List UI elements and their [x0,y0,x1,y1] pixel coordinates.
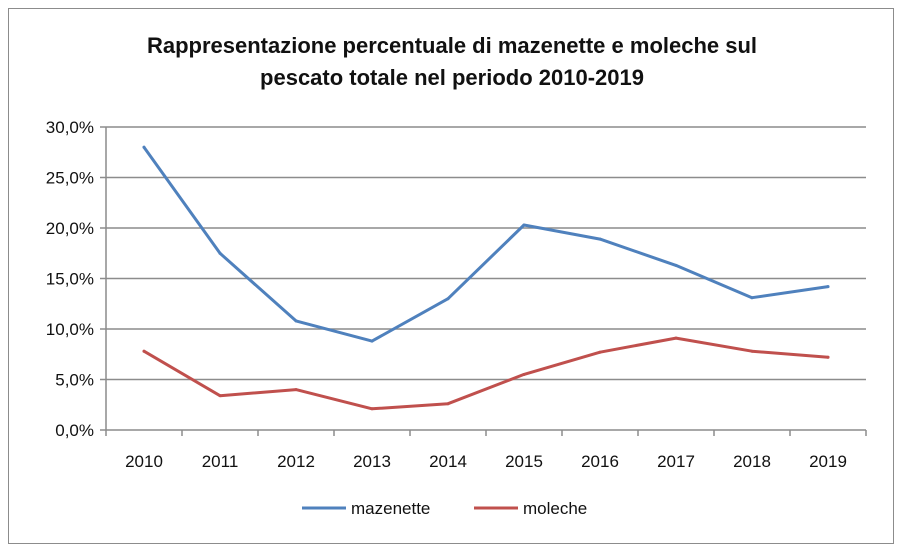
data-point-moleche [370,407,374,411]
data-point-moleche [826,355,830,359]
x-tick-labels: 2010 2011 2012 2013 2014 2015 2016 2017 2018 2019 [125,452,847,471]
data-point-mazenette [294,319,298,323]
x-tick-label: 2014 [429,452,467,471]
data-point-mazenette [218,251,222,255]
data-point-moleche [522,372,526,376]
y-tick-label: 30,0% [46,118,94,137]
data-point-mazenette [370,339,374,343]
data-point-moleche [750,349,754,353]
chart-frame [8,8,894,544]
data-point-mazenette [598,237,602,241]
data-point-moleche [142,349,146,353]
series-line-moleche [142,336,830,411]
legend-label-moleche: moleche [523,499,587,518]
y-tick-label: 5,0% [55,371,94,390]
x-tick-label: 2015 [505,452,543,471]
data-point-mazenette [142,145,146,149]
data-point-moleche [598,350,602,354]
series-line-mazenette [142,145,830,343]
x-tick-label: 2017 [657,452,695,471]
data-point-mazenette [522,223,526,227]
x-tick-label: 2018 [733,452,771,471]
x-tick-label: 2019 [809,452,847,471]
data-point-mazenette [674,263,678,267]
y-tick-labels: 0,0% 5,0% 10,0% 15,0% 20,0% 25,0% 30,0% [46,118,94,440]
legend: mazenette moleche [302,499,587,518]
x-tick-label: 2013 [353,452,391,471]
chart-title-line-2: pescato totale nel periodo 2010-2019 [260,65,644,90]
data-point-mazenette [826,285,830,289]
gridlines [106,126,866,381]
data-point-mazenette [750,296,754,300]
y-tick-label: 15,0% [46,270,94,289]
data-point-moleche [294,388,298,392]
chart-title: Rappresentazione percentuale di mazenett… [0,30,904,94]
y-tick-label: 0,0% [55,421,94,440]
y-tick-label: 20,0% [46,219,94,238]
x-tick-label: 2012 [277,452,315,471]
axes [100,126,867,436]
chart-title-line-1: Rappresentazione percentuale di mazenett… [146,33,758,58]
x-tick-label: 2011 [202,452,239,471]
y-tick-label: 25,0% [46,169,94,188]
data-point-moleche [674,336,678,340]
data-point-moleche [446,402,450,406]
legend-label-mazenette: mazenette [351,499,430,518]
series-lines [142,145,830,411]
y-tick-label: 10,0% [46,320,94,339]
x-tick-label: 2010 [125,452,163,471]
x-tick-label: 2016 [581,452,619,471]
data-point-moleche [218,394,222,398]
data-point-mazenette [446,297,450,301]
